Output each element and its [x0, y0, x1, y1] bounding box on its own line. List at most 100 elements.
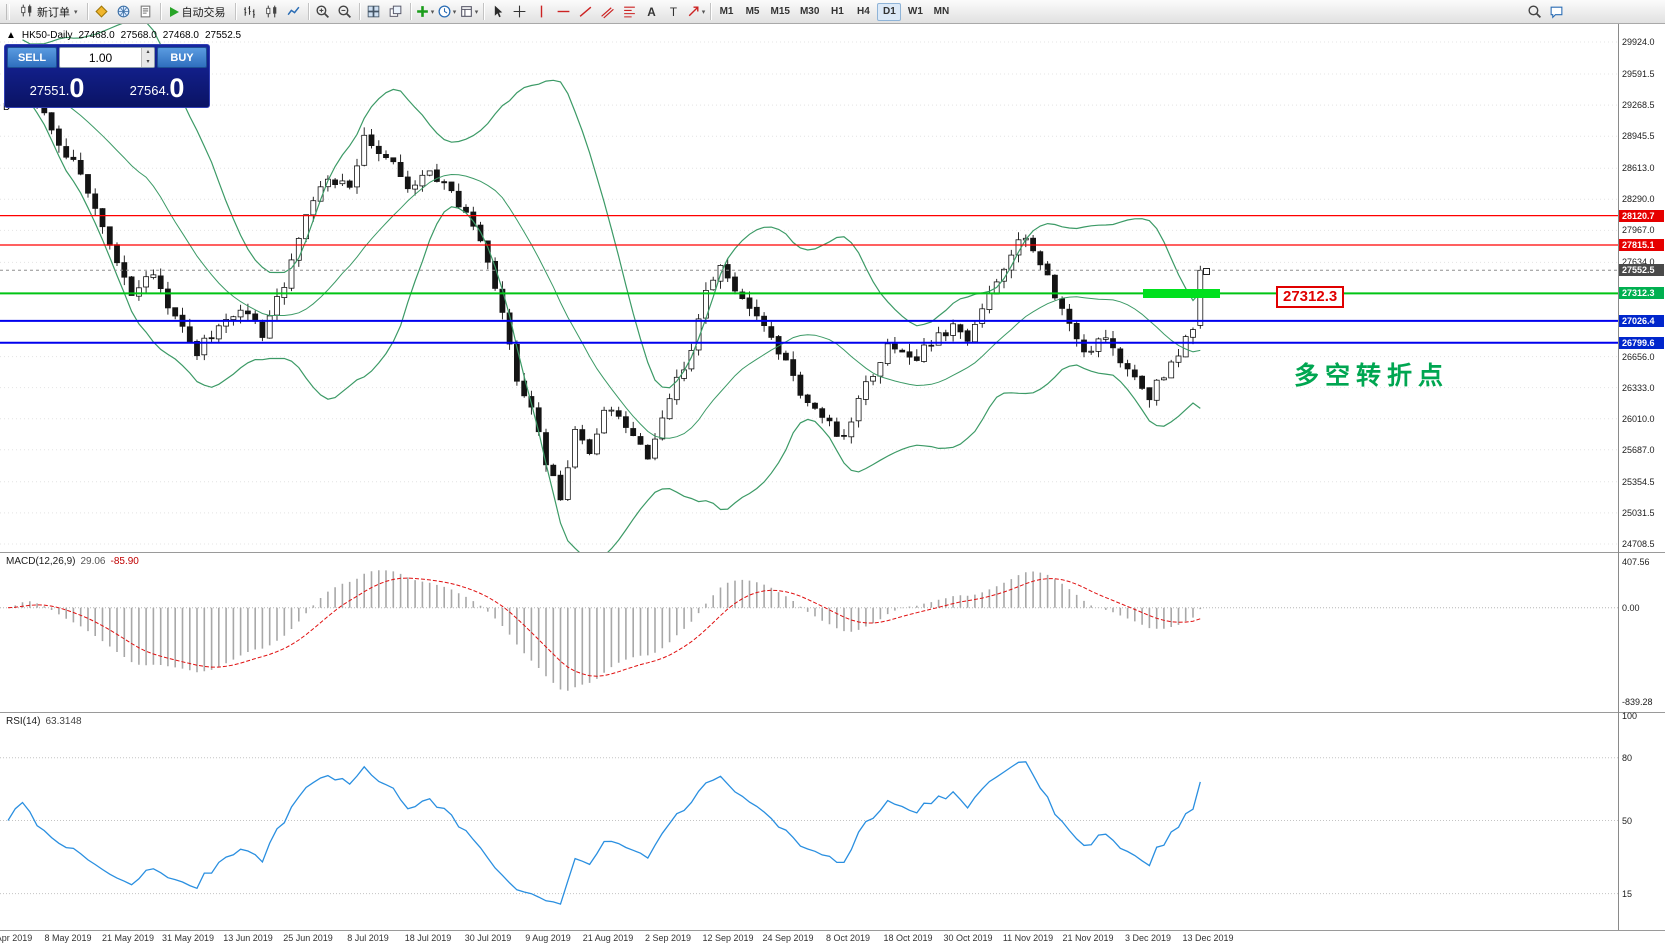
text-icon[interactable]: A	[641, 2, 663, 22]
timeframe-m1[interactable]: M1	[715, 3, 739, 21]
chart-object-marker[interactable]	[1203, 268, 1210, 275]
macd-axis-label: 0.00	[1622, 602, 1640, 613]
arrows-icon[interactable]: ▾	[685, 2, 707, 22]
timeframe-d1[interactable]: D1	[877, 2, 902, 21]
panel-separator[interactable]	[0, 552, 1665, 553]
new-order-label: 新订单	[37, 6, 70, 19]
resistance-line-2-badge[interactable]: 27815.1	[1619, 238, 1664, 251]
autotrading-button[interactable]: 自动交易	[164, 2, 232, 22]
timeframe-h4[interactable]: H4	[851, 3, 875, 21]
timeframe-mn[interactable]: MN	[929, 3, 953, 21]
vertical-line-icon[interactable]	[531, 2, 553, 22]
buy-button[interactable]: BUY	[157, 47, 207, 68]
macd-panel[interactable]	[0, 552, 1665, 712]
chat-icon[interactable]	[1545, 2, 1567, 22]
date-axis-label: 13 Dec 2019	[1182, 933, 1234, 943]
price-axis-label: 27634.0	[1622, 257, 1655, 268]
sell-price-big: 0	[69, 73, 85, 103]
panel-separator[interactable]	[0, 712, 1665, 713]
equidistant-channel-icon[interactable]	[597, 2, 619, 22]
date-axis-label: 25 Jun 2019	[283, 933, 333, 943]
timeframe-m30[interactable]: M30	[796, 3, 823, 21]
macd-signal-line	[7, 577, 1201, 677]
price-chart[interactable]	[0, 24, 1665, 552]
search-icon[interactable]	[1523, 2, 1545, 22]
timeframe-m5[interactable]: M5	[741, 3, 765, 21]
volume-field: ▴ ▾	[59, 47, 155, 68]
sell-price[interactable]: 27551. 0	[7, 68, 107, 105]
line-chart-icon[interactable]	[283, 2, 305, 22]
volume-input[interactable]	[60, 48, 141, 67]
new-order-button[interactable]: 新订单 ▾	[13, 2, 84, 22]
market-watch-icon[interactable]	[113, 2, 135, 22]
crosshair-icon[interactable]	[509, 2, 531, 22]
toolbar-separator	[358, 3, 360, 20]
bar-chart-icon[interactable]	[239, 2, 261, 22]
collapse-icon[interactable]: ▲	[6, 30, 16, 41]
metaeditor-icon[interactable]	[91, 2, 113, 22]
play-icon	[169, 6, 179, 17]
date-axis-label: 12 Sep 2019	[702, 933, 754, 943]
toolbar-grip[interactable]	[6, 3, 10, 20]
sell-button[interactable]: SELL	[7, 47, 57, 68]
support-line-green-badge[interactable]: 27312.3	[1619, 287, 1664, 300]
rsi-line	[7, 761, 1201, 905]
periods-icon[interactable]: ▾	[436, 2, 458, 22]
candlestick-chart-icon[interactable]	[261, 2, 283, 22]
macd-title: MACD(12,26,9)	[6, 556, 76, 567]
price-axis-label: 28613.0	[1622, 163, 1655, 174]
fibonacci-icon[interactable]	[619, 2, 641, 22]
macd-label: MACD(12,26,9) 29.06 -85.90	[6, 556, 139, 567]
date-axis-label: 3 Dec 2019	[1124, 933, 1172, 943]
rsi-axis-label: 100	[1622, 711, 1638, 721]
low-value: 27468.0	[162, 30, 199, 41]
timeframe-h1[interactable]: H1	[825, 3, 849, 21]
horizontal-line-icon[interactable]	[553, 2, 575, 22]
add-indicator-icon[interactable]: ▾	[414, 2, 436, 22]
text-label-icon[interactable]: T	[663, 2, 685, 22]
chart-window[interactable]: 29924.0 29591.5 29268.5 28945.5 28613.0 28290…	[0, 24, 1665, 947]
toolbar-separator	[86, 3, 88, 20]
timeframe-m15[interactable]: M15	[767, 3, 794, 21]
symbol-period-label: HK50-Daily	[21, 30, 73, 41]
zoom-in-icon[interactable]	[312, 2, 334, 22]
price-axis-label: 28945.5	[1622, 131, 1655, 142]
trendline-icon[interactable]	[575, 2, 597, 22]
zoom-out-icon[interactable]	[334, 2, 356, 22]
svg-text:A: A	[647, 6, 656, 19]
cursor-icon[interactable]	[487, 2, 509, 22]
resistance-line-1-badge[interactable]: 28120.7	[1619, 209, 1664, 222]
date-axis-label: 8 Jul 2019	[347, 933, 389, 943]
rsi-value: 63.3148	[45, 716, 82, 727]
insert-group: ▾ ▾ ▾	[414, 2, 480, 22]
window-group	[363, 2, 407, 22]
one-click-prices: 27551. 0 27564. 0	[7, 68, 207, 105]
buy-price[interactable]: 27564. 0	[107, 68, 207, 105]
volume-up-button[interactable]: ▴	[142, 48, 154, 58]
price-axis-label: 25354.5	[1622, 476, 1655, 487]
toolbar-separator	[482, 3, 484, 20]
date-axis-label: 18 Oct 2019	[883, 933, 933, 943]
toolbar-separator	[307, 3, 309, 20]
one-click-trading-panel: SELL ▴ ▾ BUY 27551. 0 27564. 0	[4, 44, 210, 108]
cascade-windows-icon[interactable]	[385, 2, 407, 22]
current-price-badge[interactable]: 27552.5	[1619, 264, 1664, 277]
highlight-segment[interactable]	[1143, 288, 1220, 298]
rsi-panel[interactable]	[0, 712, 1665, 930]
price-axis-label: 26010.0	[1622, 413, 1655, 424]
rsi-axis-label: 15	[1622, 888, 1633, 899]
tile-windows-icon[interactable]	[363, 2, 385, 22]
support-line-blue-1-badge[interactable]: 27026.4	[1619, 314, 1664, 327]
one-click-top-row: SELL ▴ ▾ BUY	[7, 47, 207, 68]
timeframe-w1[interactable]: W1	[903, 3, 927, 21]
support-line-blue-2-badge[interactable]: 26799.6	[1619, 336, 1664, 349]
volume-down-button[interactable]: ▾	[142, 57, 154, 67]
strategy-tester-icon[interactable]	[135, 2, 157, 22]
turning-point-annotation: 多空转折点	[1294, 362, 1450, 390]
toolbar-separator	[159, 3, 161, 20]
autotrading-label: 自动交易	[181, 6, 226, 19]
chart-type-group	[239, 2, 305, 22]
price-annotation-box[interactable]: 27312.3	[1276, 286, 1345, 308]
templates-icon[interactable]: ▾	[458, 2, 480, 22]
date-axis-label: 24 Sep 2019	[762, 933, 814, 943]
